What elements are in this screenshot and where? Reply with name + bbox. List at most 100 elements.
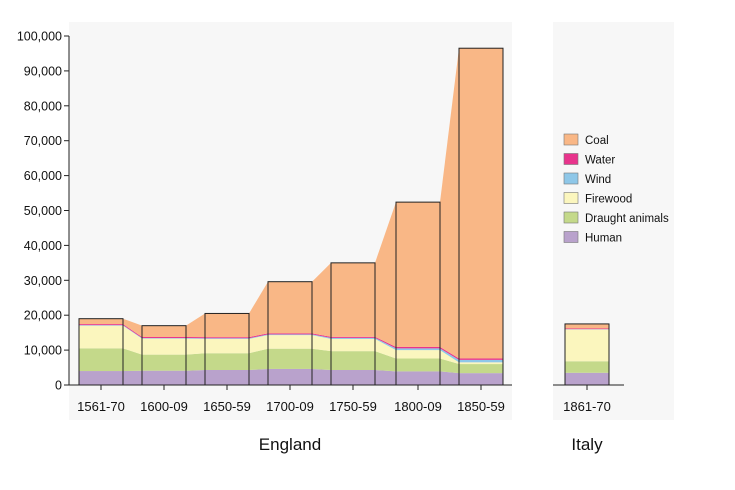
- x-tick-label-1650-59: 1650-59: [203, 399, 251, 414]
- bar-segment-human-1861-70: [565, 372, 609, 385]
- area-human-1561-70: [123, 370, 142, 385]
- area-human-1800-09: [440, 371, 459, 385]
- bar-segment-human-1800-09: [396, 371, 440, 385]
- area-draught-animals-1650-59: [249, 348, 268, 370]
- axes-layer: 1561-70 1600-09 1650-59 1700-09 1750-59 1800-…: [17, 30, 624, 454]
- area-wind-1700-09: [312, 334, 331, 339]
- bar-segment-human-1850-59: [459, 373, 503, 385]
- y-tick-label: 70,000: [24, 134, 62, 148]
- x-tick-label-1750-59: 1750-59: [329, 399, 377, 414]
- y-tick-label: 40,000: [24, 239, 62, 253]
- bar-segment-draught-animals-1861-70: [565, 361, 609, 373]
- bar-segment-human-1561-70: [79, 371, 123, 385]
- bar-segment-water-1861-70: [565, 328, 609, 330]
- bar-segment-firewood-1850-59: [459, 362, 503, 365]
- bar-segment-coal-1600-09: [142, 325, 186, 338]
- bar-segment-draught-animals-1600-09: [142, 354, 186, 371]
- y-tick-label: 60,000: [24, 169, 62, 183]
- y-tick-label: 10,000: [24, 344, 62, 358]
- legend-label-human: Human: [585, 233, 622, 245]
- area-wind-1650-59: [249, 334, 268, 339]
- area-firewood-1650-59: [249, 335, 268, 354]
- bar-segment-firewood-1600-09: [142, 338, 186, 355]
- y-tick-label: 50,000: [24, 204, 62, 218]
- legend-label-wind: Wind: [585, 174, 611, 186]
- bar-segment-coal-1561-70: [79, 318, 123, 325]
- bar-segment-draught-animals-1800-09: [396, 358, 440, 372]
- x-tick-label-1800-09: 1800-09: [394, 399, 442, 414]
- bar-segment-wind-1650-59: [205, 338, 249, 339]
- area-coal-1750-59: [375, 202, 396, 347]
- x-tick-label-1850-59: 1850-59: [457, 399, 505, 414]
- legend-label-coal: Coal: [585, 135, 609, 147]
- legend-swatch-draught-animals: [563, 211, 579, 224]
- bar-segment-coal-1750-59: [331, 262, 375, 337]
- y-tick-label: 80,000: [24, 99, 62, 113]
- area-human-1650-59: [249, 368, 268, 385]
- area-coal-1561-70: [123, 318, 142, 338]
- legend-swatch-wind: [563, 172, 579, 185]
- area-draught-animals-1600-09: [186, 353, 205, 371]
- area-draught-animals-1800-09: [440, 358, 459, 374]
- bar-segment-water-1700-09: [268, 333, 312, 335]
- bar-segment-wind-1850-59: [459, 359, 503, 363]
- area-draught-animals-1700-09: [312, 348, 331, 370]
- group-label-england: England: [259, 435, 321, 454]
- bar-segment-draught-animals-1750-59: [331, 351, 375, 370]
- bar-segment-coal-1850-59: [459, 48, 503, 359]
- bar-segment-firewood-1750-59: [331, 338, 375, 352]
- area-wind-1750-59: [375, 337, 396, 351]
- legend-label-firewood: Firewood: [585, 194, 632, 206]
- x-tick-label-1561-70: 1561-70: [77, 399, 125, 414]
- area-water-1650-59: [249, 333, 268, 339]
- bar-segment-draught-animals-1561-70: [79, 348, 123, 372]
- bar-segment-wind-1561-70: [79, 325, 123, 326]
- y-tick-label: 20,000: [24, 309, 62, 323]
- bar-segment-water-1561-70: [79, 324, 123, 326]
- x-tick-label-1700-09: 1700-09: [266, 399, 314, 414]
- bar-segment-firewood-1861-70: [565, 329, 609, 362]
- legend: Coal Water Wind Firewood Draught animals Huma…: [563, 133, 669, 245]
- bar-segment-human-1650-59: [205, 369, 249, 385]
- bar-segment-human-1700-09: [268, 368, 312, 385]
- bar-segment-water-1600-09: [142, 337, 186, 339]
- x-tick-label-1600-09: 1600-09: [140, 399, 188, 414]
- legend-swatch-human: [563, 231, 579, 243]
- bar-segment-draught-animals-1700-09: [268, 348, 312, 369]
- bar-layer: [78, 47, 610, 386]
- area-water-1800-09: [440, 346, 459, 360]
- area-draught-animals-1561-70: [123, 348, 142, 372]
- bar-segment-coal-1700-09: [268, 281, 312, 334]
- y-tick-label: 0: [55, 379, 62, 393]
- area-firewood-1561-70: [123, 325, 142, 355]
- bar-segment-draught-animals-1850-59: [459, 364, 503, 374]
- bar-segment-water-1650-59: [205, 337, 249, 339]
- bar-segment-firewood-1700-09: [268, 335, 312, 349]
- area-firewood-1600-09: [186, 338, 205, 355]
- area-firewood-1750-59: [375, 338, 396, 359]
- bar-segment-wind-1700-09: [268, 334, 312, 336]
- y-tick-label: 100,000: [17, 30, 62, 44]
- area-water-1600-09: [186, 337, 205, 339]
- bar-segment-draught-animals-1650-59: [205, 353, 249, 370]
- area-water-1700-09: [312, 333, 331, 338]
- area-wind-1561-70: [123, 325, 142, 339]
- legend-label-draught-animals: Draught animals: [585, 213, 669, 225]
- bar-segment-water-1800-09: [396, 346, 440, 349]
- y-tick-label: 30,000: [24, 274, 62, 288]
- bar-segment-human-1750-59: [331, 369, 375, 385]
- legend-swatch-coal: [563, 133, 579, 146]
- bar-segment-firewood-1650-59: [205, 338, 249, 354]
- area-draught-animals-1750-59: [375, 351, 396, 372]
- legend-swatch-water: [563, 153, 579, 165]
- bar-segment-water-1750-59: [331, 336, 375, 338]
- bar-segment-coal-1861-70: [565, 323, 609, 329]
- area-human-1750-59: [375, 369, 396, 385]
- legend-swatch-firewood: [563, 192, 579, 204]
- bar-segment-water-1850-59: [459, 358, 503, 360]
- area-water-1561-70: [123, 324, 142, 339]
- bar-segment-coal-1800-09: [396, 202, 440, 347]
- group-label-italy: Italy: [571, 435, 603, 454]
- area-coal-1700-09: [312, 262, 331, 337]
